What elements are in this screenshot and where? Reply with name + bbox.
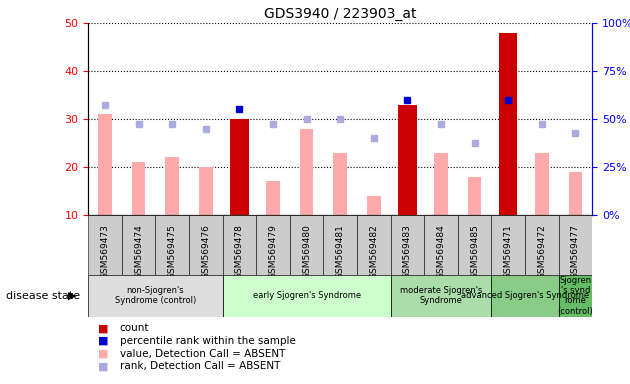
Text: advanced Sjogren's Syndrome: advanced Sjogren's Syndrome [461,291,589,300]
Bar [98,114,112,215]
Bar [569,172,582,215]
Bar [166,157,179,215]
Bar [357,215,391,275]
Bar [88,275,222,317]
Text: GSM569475: GSM569475 [168,224,176,279]
Bar [367,196,381,215]
Bar [88,215,122,275]
Text: count: count [120,323,149,333]
Text: percentile rank within the sample: percentile rank within the sample [120,336,295,346]
Text: ▶: ▶ [68,291,76,301]
Text: disease state: disease state [6,291,81,301]
Text: GSM569481: GSM569481 [336,224,345,279]
Text: GSM569484: GSM569484 [437,224,445,279]
Text: moderate Sjogren's
Syndrome: moderate Sjogren's Syndrome [400,286,482,305]
Bar [391,275,491,317]
Bar [391,215,424,275]
Text: GSM569476: GSM569476 [202,224,210,279]
Bar [256,215,290,275]
Text: rank, Detection Call = ABSENT: rank, Detection Call = ABSENT [120,361,280,371]
Text: GSM569482: GSM569482 [369,224,378,279]
Bar [290,215,323,275]
Bar [424,215,458,275]
Bar [199,167,212,215]
Text: GSM569479: GSM569479 [268,224,277,279]
Bar [468,177,481,215]
Bar [333,152,347,215]
Bar [559,275,592,317]
Bar [300,129,313,215]
Text: GSM569471: GSM569471 [504,224,513,279]
Text: GSM569472: GSM569472 [537,224,546,279]
Bar [122,215,156,275]
Bar [266,182,280,215]
Bar [189,215,222,275]
Bar [499,33,517,215]
Bar [434,152,448,215]
Title: GDS3940 / 223903_at: GDS3940 / 223903_at [264,7,416,21]
Bar [156,215,189,275]
Text: GSM569485: GSM569485 [470,224,479,279]
Bar [398,104,416,215]
Text: GSM569483: GSM569483 [403,224,412,279]
Text: GSM569480: GSM569480 [302,224,311,279]
Bar [230,119,249,215]
Text: non-Sjogren's
Syndrome (control): non-Sjogren's Syndrome (control) [115,286,196,305]
Text: GSM569474: GSM569474 [134,224,143,279]
Bar [323,215,357,275]
Text: GSM569473: GSM569473 [101,224,110,279]
Bar [525,215,559,275]
Bar [491,215,525,275]
Bar [222,275,391,317]
Bar [222,215,256,275]
Bar [559,215,592,275]
Bar [132,162,146,215]
Text: ■: ■ [98,323,108,333]
Text: GSM569477: GSM569477 [571,224,580,279]
Text: ■: ■ [98,361,108,371]
Text: early Sjogren's Syndrome: early Sjogren's Syndrome [253,291,360,300]
Text: Sjogren
's synd
rome
(control): Sjogren 's synd rome (control) [558,276,593,316]
Bar [491,275,559,317]
Bar [535,152,549,215]
Text: ■: ■ [98,336,108,346]
Bar [458,215,491,275]
Text: ■: ■ [98,349,108,359]
Text: value, Detection Call = ABSENT: value, Detection Call = ABSENT [120,349,285,359]
Text: GSM569478: GSM569478 [235,224,244,279]
